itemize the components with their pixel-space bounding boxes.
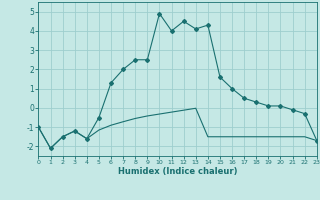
X-axis label: Humidex (Indice chaleur): Humidex (Indice chaleur): [118, 167, 237, 176]
